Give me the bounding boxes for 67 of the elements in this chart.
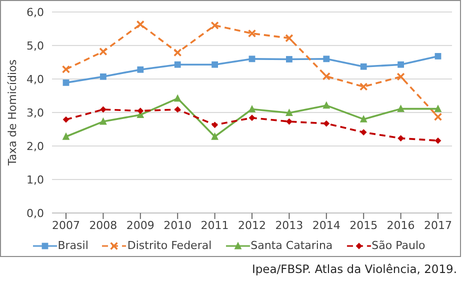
point [360, 63, 367, 70]
point [322, 72, 330, 80]
point [434, 137, 442, 144]
point [360, 82, 368, 91]
point [434, 112, 442, 121]
x-tick-label: 2014 [312, 218, 340, 232]
point [286, 108, 293, 116]
y-tick-label: 1,0 [26, 173, 44, 186]
y-tick-label: 4,0 [26, 72, 44, 86]
text: Ipea/FBSP. Atlas da Violência, 2019. [252, 262, 457, 276]
x-tick-label: 2010 [164, 218, 192, 232]
point [212, 61, 218, 68]
point [248, 114, 256, 122]
legend-label: São Paulo [372, 239, 426, 252]
point [174, 106, 181, 113]
point [100, 106, 106, 113]
x-tick-label: 2017 [424, 218, 452, 232]
point [248, 56, 256, 62]
x-tick-label: 2009 [126, 218, 154, 232]
point [137, 108, 144, 114]
x-tick-label: 2015 [350, 218, 378, 232]
y-tick-label: 3,0 [26, 106, 44, 120]
point [286, 118, 292, 125]
y-tick-label: 0,0 [26, 206, 44, 220]
y-tick-label: 2,0 [26, 140, 44, 153]
x-tick-label: 2013 [275, 218, 304, 232]
point [100, 73, 106, 80]
point [136, 20, 144, 28]
point [62, 116, 70, 123]
point [398, 61, 404, 68]
point [322, 101, 330, 109]
point [174, 94, 182, 102]
point [174, 48, 182, 57]
point [62, 132, 70, 140]
point [211, 132, 218, 140]
point [62, 65, 70, 74]
point [323, 56, 330, 62]
x-tick-label: 2008 [89, 218, 118, 232]
point [397, 104, 404, 112]
point [100, 117, 107, 125]
point [360, 129, 367, 136]
legend-label: Santa Catarina [250, 239, 333, 252]
x-tick-label: 2016 [386, 218, 415, 232]
point [174, 61, 181, 68]
point [62, 79, 70, 86]
point [99, 47, 108, 56]
point [360, 115, 368, 122]
point [434, 53, 442, 60]
y-tick-label: 5,0 [26, 39, 44, 52]
legend-label: Brasil [58, 239, 88, 252]
x-tick-label: 2007 [52, 218, 80, 232]
x-tick-label: 2011 [200, 218, 229, 232]
point [398, 135, 404, 142]
point [323, 120, 330, 127]
point [434, 104, 442, 112]
y-axis-title: Taxa de Homicídios [6, 59, 19, 167]
x-tick-label: 2012 [238, 218, 266, 232]
point [210, 21, 219, 30]
point [248, 104, 256, 112]
point [285, 34, 294, 42]
point [286, 56, 292, 62]
point [137, 66, 144, 73]
point [212, 122, 218, 128]
point [396, 72, 405, 81]
point [248, 29, 256, 38]
legend-label: Distrito Federal [127, 239, 212, 252]
y-tick-label: 6,0 [26, 6, 44, 19]
